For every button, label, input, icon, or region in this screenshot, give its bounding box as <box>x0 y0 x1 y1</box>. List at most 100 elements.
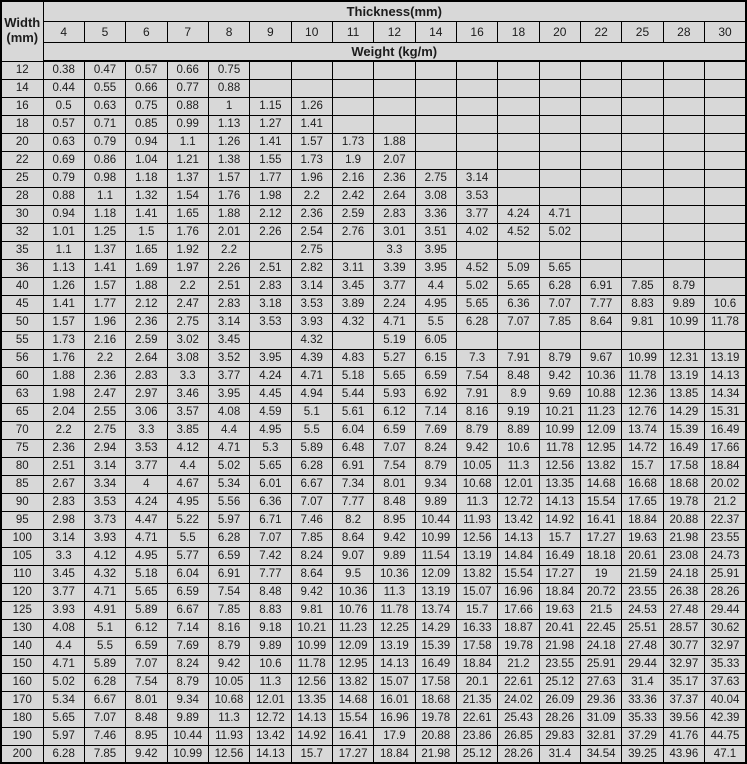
weight-cell <box>538 60 581 80</box>
weight-cell: 2.75 <box>290 240 333 260</box>
weight-cell: 4.71 <box>373 312 416 332</box>
weight-cell: 2.67 <box>42 474 85 494</box>
weight-cell <box>704 78 747 98</box>
weight-cell <box>538 150 581 170</box>
weight-cell: 13.19 <box>704 348 747 368</box>
weight-cell: 15.54 <box>579 492 623 512</box>
table-row: 170 5.34 6.67 8.01 9.34 10.68 12.01 13.35 14.68 1… <box>0 690 747 710</box>
weight-cell: 16.41 <box>331 726 375 746</box>
weight-cell <box>621 150 664 170</box>
weight-cell: 1.41 <box>125 204 168 224</box>
weight-cell: 7.54 <box>125 672 168 692</box>
width-cell: 125 <box>0 600 44 620</box>
table-row: 95 2.98 3.73 4.47 5.22 5.97 6.71 7.46 8.2 8.95 10.… <box>0 510 747 530</box>
weight-cell <box>331 240 375 260</box>
weight-cell: 10.6 <box>249 654 292 674</box>
table-row: 50 1.57 1.96 2.36 2.75 3.14 3.53 3.93 4.32 4.71 5.… <box>0 312 747 332</box>
weight-cell: 12.01 <box>249 690 292 710</box>
weight-cell: 44.75 <box>704 726 747 746</box>
weight-cell: 7.85 <box>207 600 251 620</box>
weight-cell: 6.04 <box>166 564 209 584</box>
weight-cell <box>662 240 706 260</box>
weight-cell: 3.85 <box>166 420 209 440</box>
weight-cell: 6.71 <box>249 510 292 530</box>
weight-cell: 37.29 <box>621 726 664 746</box>
weight-cell <box>621 114 664 134</box>
weight-cell: 4.95 <box>166 492 209 512</box>
weight-cell: 11.54 <box>414 546 457 566</box>
weight-cell: 3.46 <box>166 384 209 404</box>
weight-cell: 1.98 <box>249 186 292 206</box>
table-row: 110 3.45 4.32 5.18 6.04 6.91 7.77 8.64 9.5 10.36 1… <box>0 564 747 584</box>
weight-cell: 20.1 <box>455 672 499 692</box>
weight-cell: 4.94 <box>290 384 333 404</box>
weight-cell: 28.26 <box>704 582 747 602</box>
weight-cell: 1.41 <box>83 258 127 278</box>
weight-cell <box>621 96 664 116</box>
weight-cell: 9.07 <box>331 546 375 566</box>
weight-cell: 8.64 <box>579 312 623 332</box>
weight-cell: 20.61 <box>621 546 664 566</box>
thickness-value: 5 <box>83 20 127 43</box>
width-cell: 105 <box>0 546 44 566</box>
weight-cell <box>621 168 664 188</box>
weight-header: Weight (kg/m) <box>42 41 747 62</box>
table-row: 45 1.41 1.77 2.12 2.47 2.83 3.18 3.53 3.89 2.24 4.… <box>0 294 747 314</box>
weight-cell: 5.44 <box>331 384 375 404</box>
weight-cell: 5.65 <box>455 294 499 314</box>
weight-cell: 4.12 <box>83 546 127 566</box>
weight-cell: 10.36 <box>331 582 375 602</box>
weight-cell: 9.18 <box>249 618 292 638</box>
weight-cell <box>538 114 581 134</box>
weight-cell <box>621 132 664 152</box>
weight-cell: 2.83 <box>373 204 416 224</box>
weight-cell: 12.56 <box>455 528 499 548</box>
weight-cell: 2.24 <box>373 294 416 314</box>
weight-cell: 1.18 <box>83 204 127 224</box>
table-body: 12 0.38 0.47 0.57 0.66 0.75 14 0.44 0.55 0.66 0.77… <box>0 60 747 764</box>
weight-cell: 16.49 <box>704 420 747 440</box>
table-row: 150 4.71 5.89 7.07 8.24 9.42 10.6 11.78 12.95 14.… <box>0 654 747 674</box>
table-row: 12 0.38 0.47 0.57 0.66 0.75 <box>0 60 747 80</box>
weight-cell: 41.76 <box>662 726 706 746</box>
weight-cell: 8.48 <box>249 582 292 602</box>
weight-cell: 3.95 <box>207 384 251 404</box>
weight-cell: 17.66 <box>497 600 540 620</box>
weight-cell <box>662 330 706 350</box>
weight-cell: 6.15 <box>414 348 457 368</box>
width-cell: 170 <box>0 690 44 710</box>
weight-cell: 21.2 <box>704 492 747 512</box>
weight-cell: 11.3 <box>249 672 292 692</box>
weight-cell: 11.78 <box>621 366 664 386</box>
table-row: 22 0.69 0.86 1.04 1.21 1.38 1.55 1.73 1.9 2.07 <box>0 150 747 170</box>
weight-cell: 20.41 <box>538 618 581 638</box>
weight-cell: 4.32 <box>83 564 127 584</box>
width-cell: 30 <box>0 204 44 224</box>
weight-cell: 2.47 <box>166 294 209 314</box>
weight-cell: 39.25 <box>621 744 664 764</box>
weight-cell: 6.12 <box>125 618 168 638</box>
weight-cell: 20.02 <box>704 474 747 494</box>
weight-cell: 1.26 <box>42 276 85 296</box>
weight-cell: 4.08 <box>207 402 251 422</box>
width-cell: 63 <box>0 384 44 404</box>
weight-cell <box>373 78 416 98</box>
width-cell: 35 <box>0 240 44 260</box>
weight-cell: 6.28 <box>538 276 581 296</box>
weight-cell <box>621 60 664 80</box>
weight-cell: 14.13 <box>249 744 292 764</box>
weight-cell: 8.48 <box>125 708 168 728</box>
weight-cell: 0.63 <box>83 96 127 116</box>
width-header-line2: (mm) <box>6 30 39 46</box>
width-cell: 55 <box>0 330 44 350</box>
table-row: 56 1.76 2.2 2.64 3.08 3.52 3.95 4.39 4.83 5.27 6.1… <box>0 348 747 368</box>
weight-cell: 3.14 <box>455 168 499 188</box>
weight-cell <box>414 60 457 80</box>
weight-cell: 29.44 <box>704 600 747 620</box>
weight-cell <box>662 60 706 80</box>
weight-cell: 2.36 <box>373 168 416 188</box>
weight-cell: 24.18 <box>579 636 623 656</box>
weight-cell <box>455 150 499 170</box>
weight-cell: 7.46 <box>290 510 333 530</box>
weight-cell: 15.7 <box>455 600 499 620</box>
